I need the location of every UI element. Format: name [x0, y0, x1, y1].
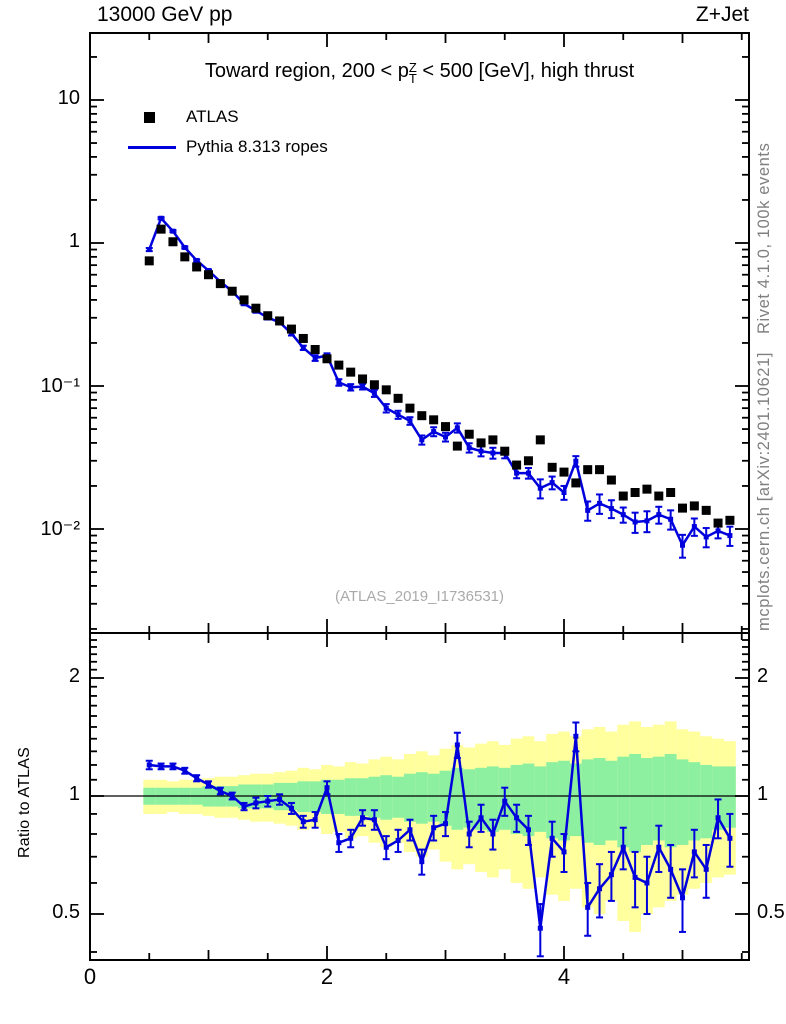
plot-title-sup: Z: [408, 60, 417, 75]
tick-label: 1: [68, 230, 80, 252]
plot-title-pre: Toward region, 200 < p: [204, 60, 409, 82]
mcplots-reference-label: mcplots.cern.ch [arXiv:2401.10621]: [755, 351, 773, 631]
tick-label: 10⁻²: [40, 518, 80, 540]
tick-label: 0: [83, 964, 97, 989]
tick-label: 2: [757, 665, 769, 687]
tick-label: 10: [57, 87, 80, 109]
legend-pythia-label: Pythia 8.313 ropes: [186, 137, 328, 156]
plot-title-post: < 500 [GeV], high thrust: [416, 60, 635, 82]
tick-label: 0.5: [52, 901, 80, 923]
tick-label: 0.5: [757, 901, 785, 923]
beam-energy-label: 13000 GeV pp: [97, 3, 233, 26]
legend-atlas-label: ATLAS: [186, 107, 239, 126]
tick-label: 2: [68, 665, 80, 687]
plot-title-sub: T: [408, 71, 417, 86]
tick-label: 4: [557, 964, 571, 989]
process-label: Z+Jet: [695, 3, 749, 26]
rivet-version-label: Rivet 4.1.0, 100k events: [755, 142, 773, 334]
tick-label: 2: [320, 964, 334, 989]
legend-pythia-line-icon: [128, 146, 176, 149]
legend-atlas-marker-icon: [144, 112, 155, 123]
analysis-watermark: (ATLAS_2019_I1736531): [334, 588, 504, 605]
tick-label: 1: [757, 783, 769, 805]
tick-label: 10⁻¹: [40, 375, 80, 397]
tick-label: 1: [68, 783, 80, 805]
